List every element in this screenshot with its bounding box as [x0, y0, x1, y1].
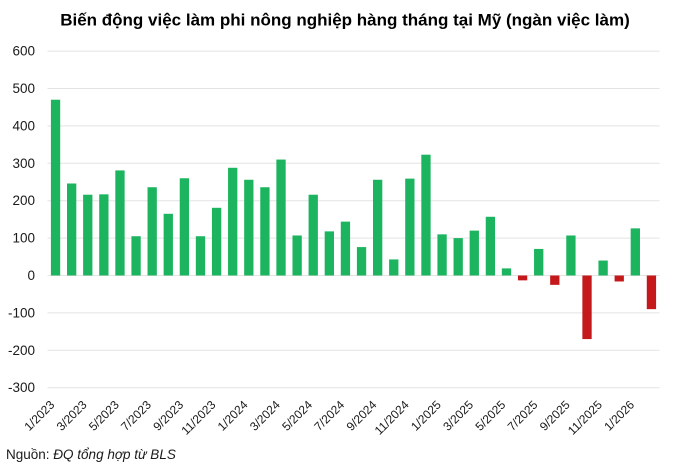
svg-text:300: 300 — [12, 156, 35, 171]
svg-text:Biến động việc làm phi nông ng: Biến động việc làm phi nông nghiệp hàng … — [60, 11, 630, 30]
svg-text:100: 100 — [12, 231, 35, 246]
svg-text:-300: -300 — [8, 380, 35, 395]
svg-text:0: 0 — [27, 268, 35, 283]
svg-text:400: 400 — [12, 118, 35, 133]
svg-text:200: 200 — [12, 193, 35, 208]
svg-text:600: 600 — [12, 44, 35, 59]
svg-text:500: 500 — [12, 81, 35, 96]
svg-text:-200: -200 — [8, 343, 35, 358]
svg-text:-100: -100 — [8, 305, 35, 320]
svg-text:Nguồn: ĐQ tổng hợp từ BLS: Nguồn: ĐQ tổng hợp từ BLS — [6, 447, 176, 462]
